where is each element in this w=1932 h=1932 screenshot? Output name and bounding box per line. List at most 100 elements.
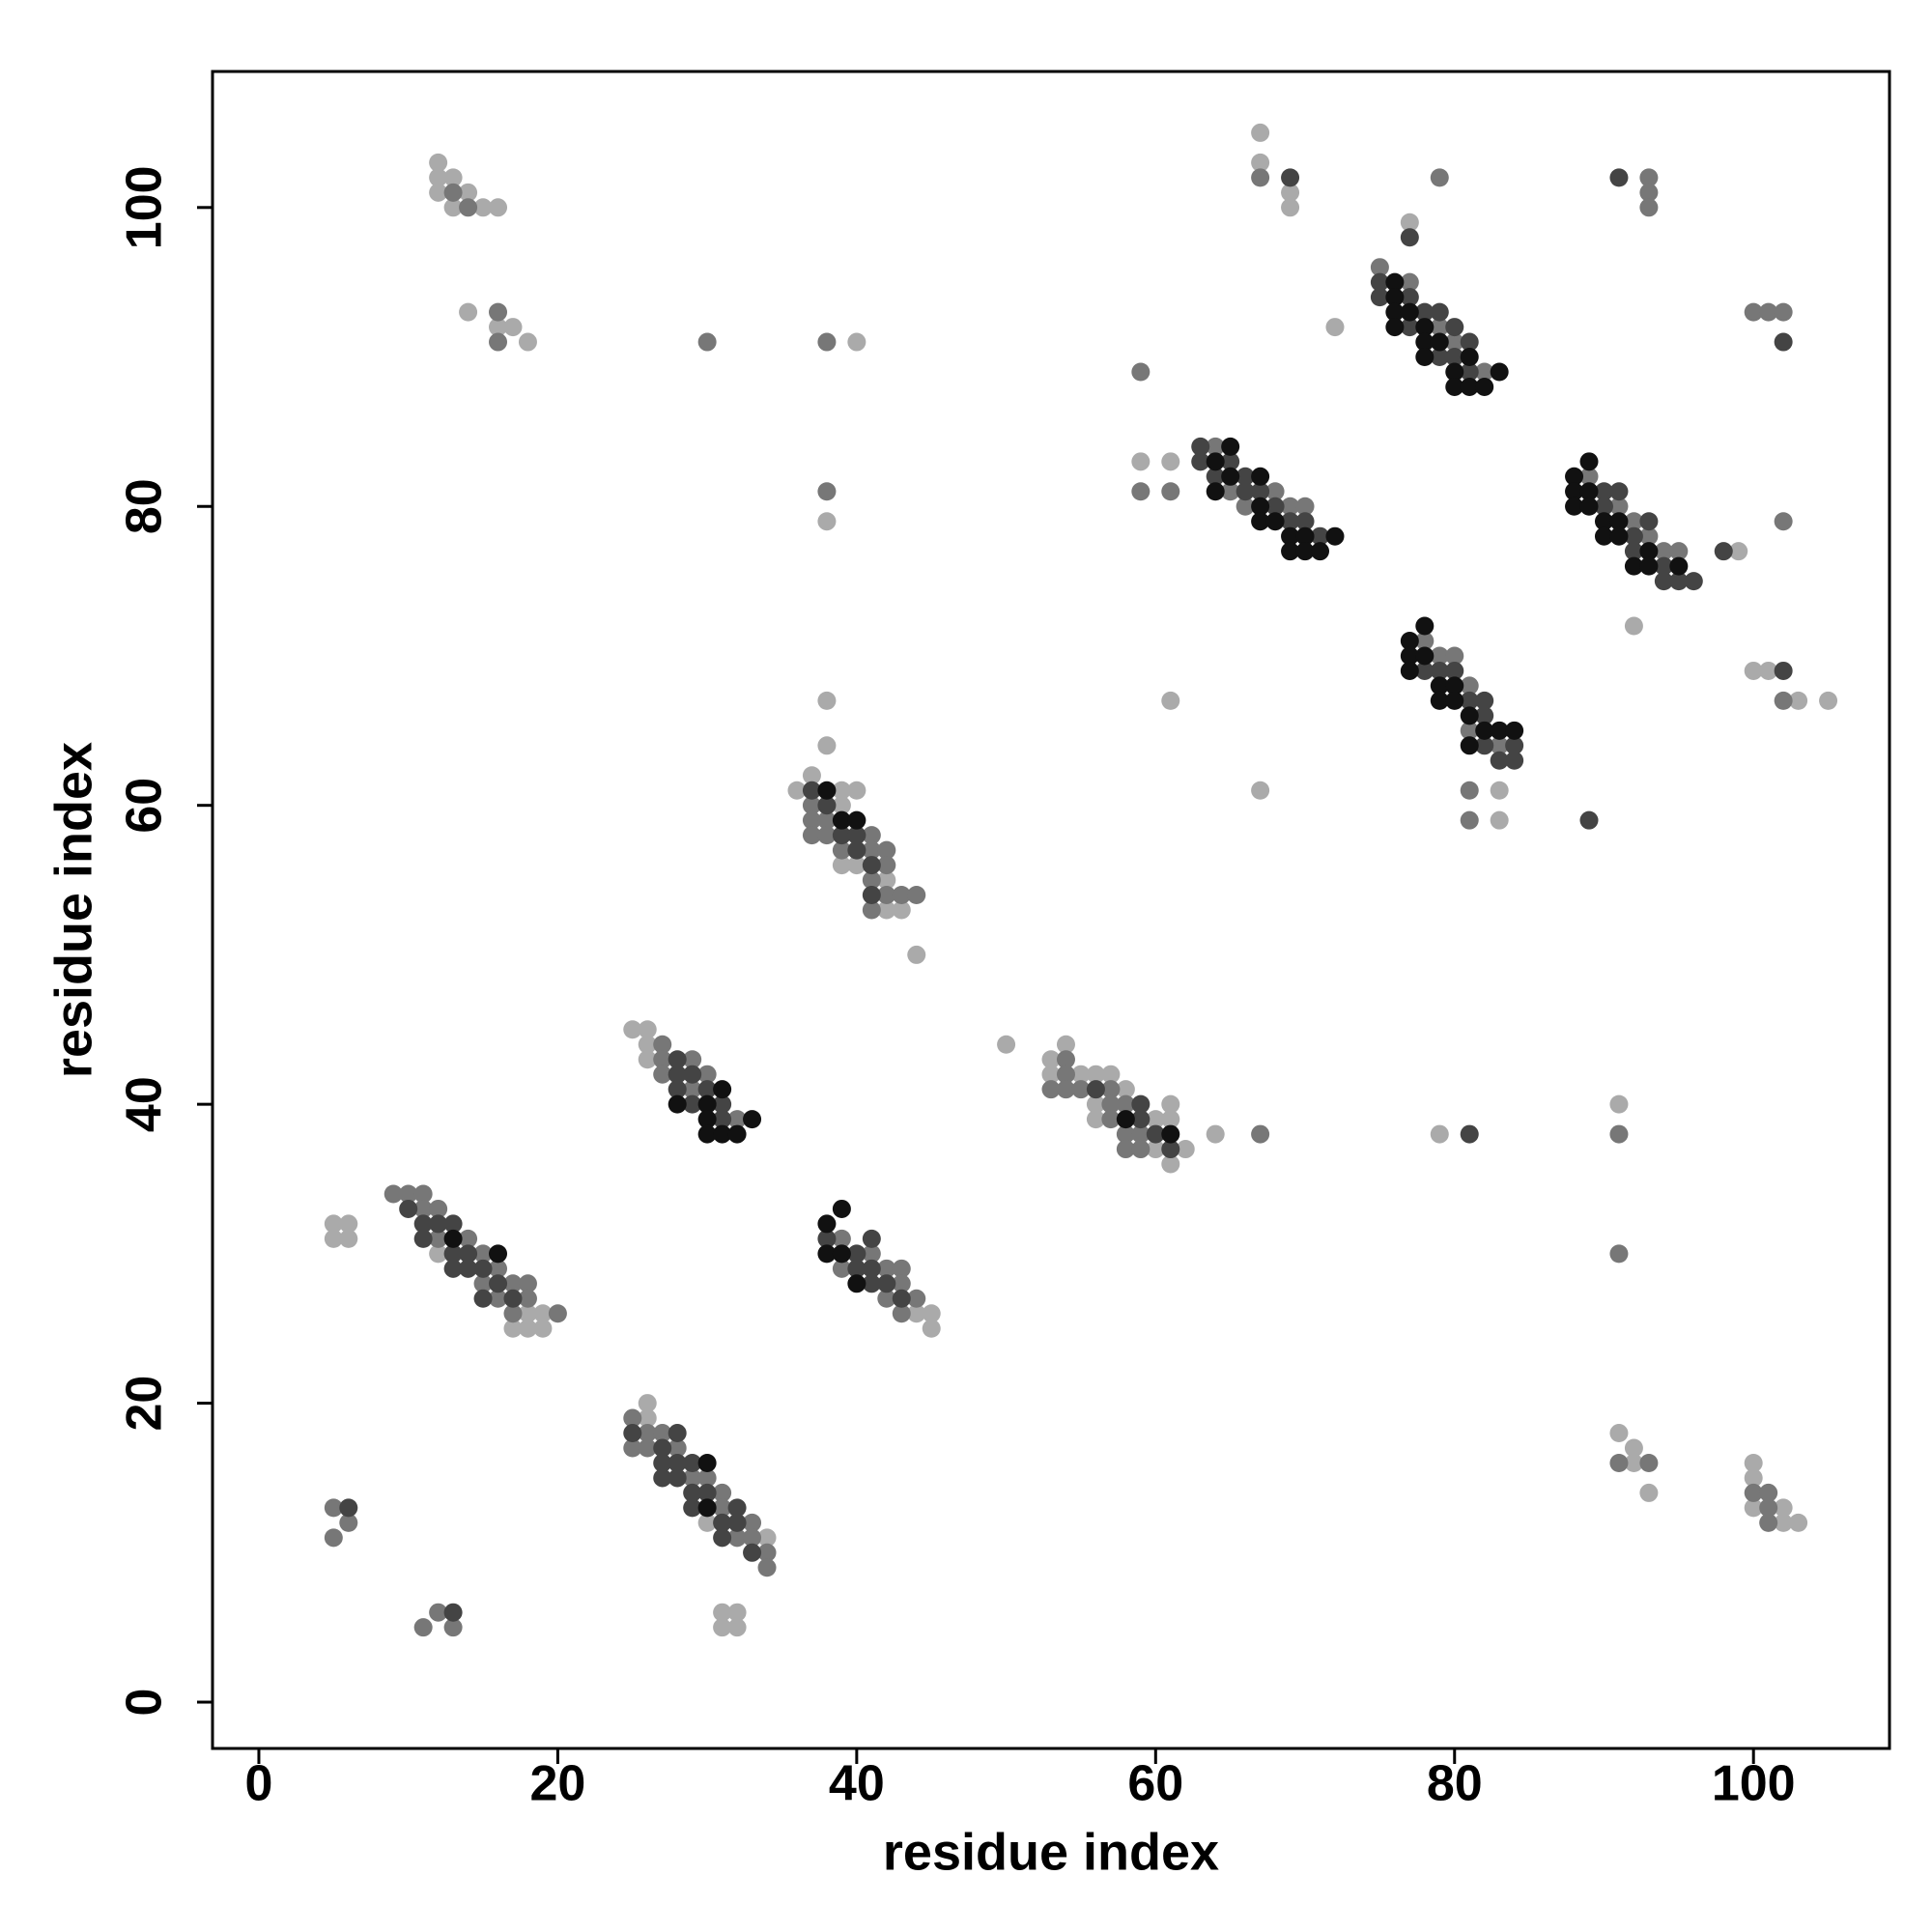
y-tick-label: 20 <box>117 1376 173 1432</box>
contact-point <box>1639 183 1659 202</box>
contact-point <box>399 1199 418 1218</box>
contact-point <box>1714 542 1733 561</box>
contact-point <box>1819 691 1838 710</box>
contact-point <box>892 900 911 920</box>
contact-point <box>1639 1453 1659 1472</box>
contact-point <box>907 945 926 964</box>
contact-point <box>623 1020 642 1039</box>
contact-point <box>489 1244 508 1264</box>
contact-point <box>817 1244 837 1264</box>
contact-point <box>1609 1453 1629 1472</box>
contact-point <box>1086 1094 1105 1114</box>
contact-point <box>817 796 837 815</box>
contact-point <box>862 856 881 875</box>
contact-point <box>459 1229 478 1248</box>
contact-point <box>489 1274 508 1293</box>
contact-point <box>638 1020 657 1039</box>
contact-point <box>1445 691 1464 710</box>
plot-frame <box>211 70 1891 1750</box>
contact-point <box>862 1244 881 1264</box>
contact-point <box>1161 1154 1180 1174</box>
contact-point <box>1609 1094 1629 1114</box>
contact-point <box>713 1618 732 1637</box>
contact-point <box>413 1618 433 1637</box>
contact-point <box>1774 691 1793 710</box>
contact-point <box>1669 556 1689 576</box>
contact-point <box>1415 646 1435 666</box>
contact-point <box>489 1289 508 1308</box>
contact-point <box>1579 497 1599 516</box>
contact-point <box>489 302 508 322</box>
contact-point <box>1744 1483 1763 1502</box>
contact-point <box>1460 362 1479 382</box>
contact-point <box>847 332 867 352</box>
contact-point <box>1639 198 1659 217</box>
contact-point <box>1624 526 1643 546</box>
contact-point <box>1295 526 1315 546</box>
contact-point <box>877 900 896 920</box>
contact-point <box>1774 1498 1793 1518</box>
contact-point <box>1415 616 1435 636</box>
contact-point <box>877 840 896 860</box>
contact-point <box>1505 721 1524 740</box>
contact-point <box>832 796 851 815</box>
contact-point <box>683 1453 702 1472</box>
contact-point <box>817 826 837 845</box>
contact-point <box>668 1080 687 1099</box>
contact-point <box>1206 482 1225 501</box>
contact-point <box>1609 168 1629 187</box>
contact-point <box>1594 497 1613 516</box>
contact-point <box>1490 810 1509 830</box>
contact-point <box>1161 1094 1180 1114</box>
contact-point <box>503 1304 523 1323</box>
contact-point <box>1624 616 1643 636</box>
contact-point <box>1116 1124 1135 1144</box>
contact-point <box>1041 1050 1061 1069</box>
contact-point <box>1146 1140 1165 1159</box>
contact-point <box>1639 542 1659 561</box>
contact-point <box>1385 302 1405 322</box>
contact-point <box>1191 452 1210 471</box>
contact-point <box>443 183 463 202</box>
contact-point <box>817 691 837 710</box>
contact-point <box>1789 1513 1808 1532</box>
contact-point <box>847 1274 867 1293</box>
contact-point <box>847 781 867 800</box>
contact-point <box>817 1229 837 1248</box>
contact-point <box>668 1094 687 1114</box>
contact-point <box>653 1453 672 1472</box>
contact-point <box>1445 362 1464 382</box>
contact-point <box>653 1468 672 1488</box>
contact-point <box>1609 1124 1629 1144</box>
contact-point <box>1475 736 1494 755</box>
contact-point <box>1594 482 1613 501</box>
contact-point <box>697 1124 717 1144</box>
contact-point <box>1086 1080 1105 1099</box>
contact-point <box>489 332 508 352</box>
contact-point <box>1251 467 1270 486</box>
contact-point <box>518 332 537 352</box>
contact-point <box>1400 213 1419 232</box>
contact-point <box>1281 198 1300 217</box>
contact-point <box>1116 1110 1135 1129</box>
contact-point <box>1445 661 1464 680</box>
contact-point <box>1460 332 1479 352</box>
contact-point <box>1445 377 1464 396</box>
contact-point <box>638 1035 657 1054</box>
contact-point <box>1759 1498 1778 1518</box>
contact-point <box>862 900 881 920</box>
contact-point <box>443 1618 463 1637</box>
contact-point <box>802 810 821 830</box>
contact-point <box>489 198 508 217</box>
contact-point <box>1041 1065 1061 1084</box>
contact-point <box>1161 452 1180 471</box>
contact-point <box>727 1603 747 1622</box>
contact-point <box>713 1080 732 1099</box>
contact-point <box>1475 706 1494 725</box>
contact-point <box>429 153 448 172</box>
contact-point <box>817 1214 837 1234</box>
contact-point <box>697 1110 717 1129</box>
contact-point <box>1565 467 1584 486</box>
x-tick-label: 80 <box>1427 1756 1483 1812</box>
contact-point <box>1311 542 1330 561</box>
